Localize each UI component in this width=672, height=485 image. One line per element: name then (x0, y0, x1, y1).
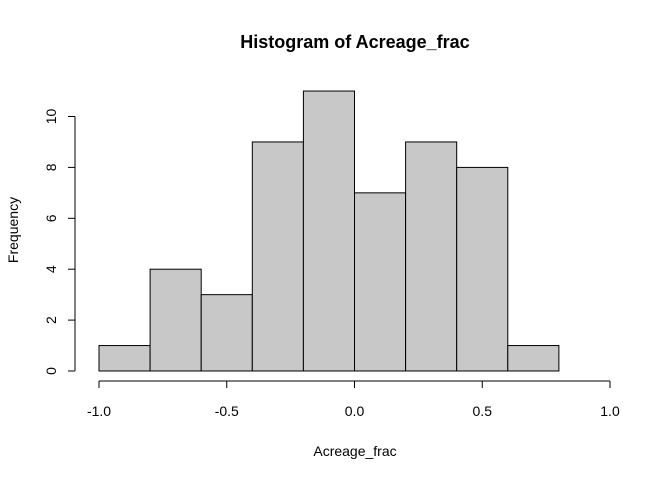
histogram-bar-3 (251, 141, 304, 372)
y-tick-label-3: 6 (43, 214, 59, 222)
y-tick-label-0: 0 (43, 367, 59, 375)
x-ticks-layer: -1.0 -0.5 0.0 0.5 1.0 (87, 381, 620, 419)
histogram-bar-0 (98, 345, 151, 372)
y-axis-label: Frequency (5, 197, 21, 263)
x-tick-label-1: -0.5 (215, 403, 239, 419)
x-axis: -1.0 -0.5 0.0 0.5 1.0 (87, 380, 620, 419)
histogram-bar-8 (507, 345, 560, 372)
x-tick-label-4: 1.0 (600, 403, 620, 419)
histogram-bar-5 (354, 192, 407, 372)
y-tick-label-4: 8 (43, 163, 59, 171)
x-axis-label: Acreage_frac (313, 443, 396, 459)
y-tick-label-5: 10 (43, 109, 59, 125)
y-tick-label-1: 2 (43, 316, 59, 324)
histogram-bar-7 (456, 166, 509, 372)
y-tick-label-2: 4 (43, 265, 59, 273)
x-tick-label-0: -1.0 (87, 403, 111, 419)
histogram-bar-4 (302, 90, 355, 372)
histogram-bar-2 (200, 294, 253, 372)
histogram-bar-6 (405, 141, 458, 372)
x-tick-label-2: 0.0 (345, 403, 365, 419)
y-axis: 0 2 4 6 8 10 (43, 109, 76, 375)
histogram-bar-1 (149, 268, 202, 372)
y-ticks-layer: 0 2 4 6 8 10 (43, 109, 75, 375)
chart-title: Histogram of Acreage_frac (240, 32, 469, 52)
bars-layer (98, 90, 560, 372)
x-tick-label-3: 0.5 (473, 403, 493, 419)
